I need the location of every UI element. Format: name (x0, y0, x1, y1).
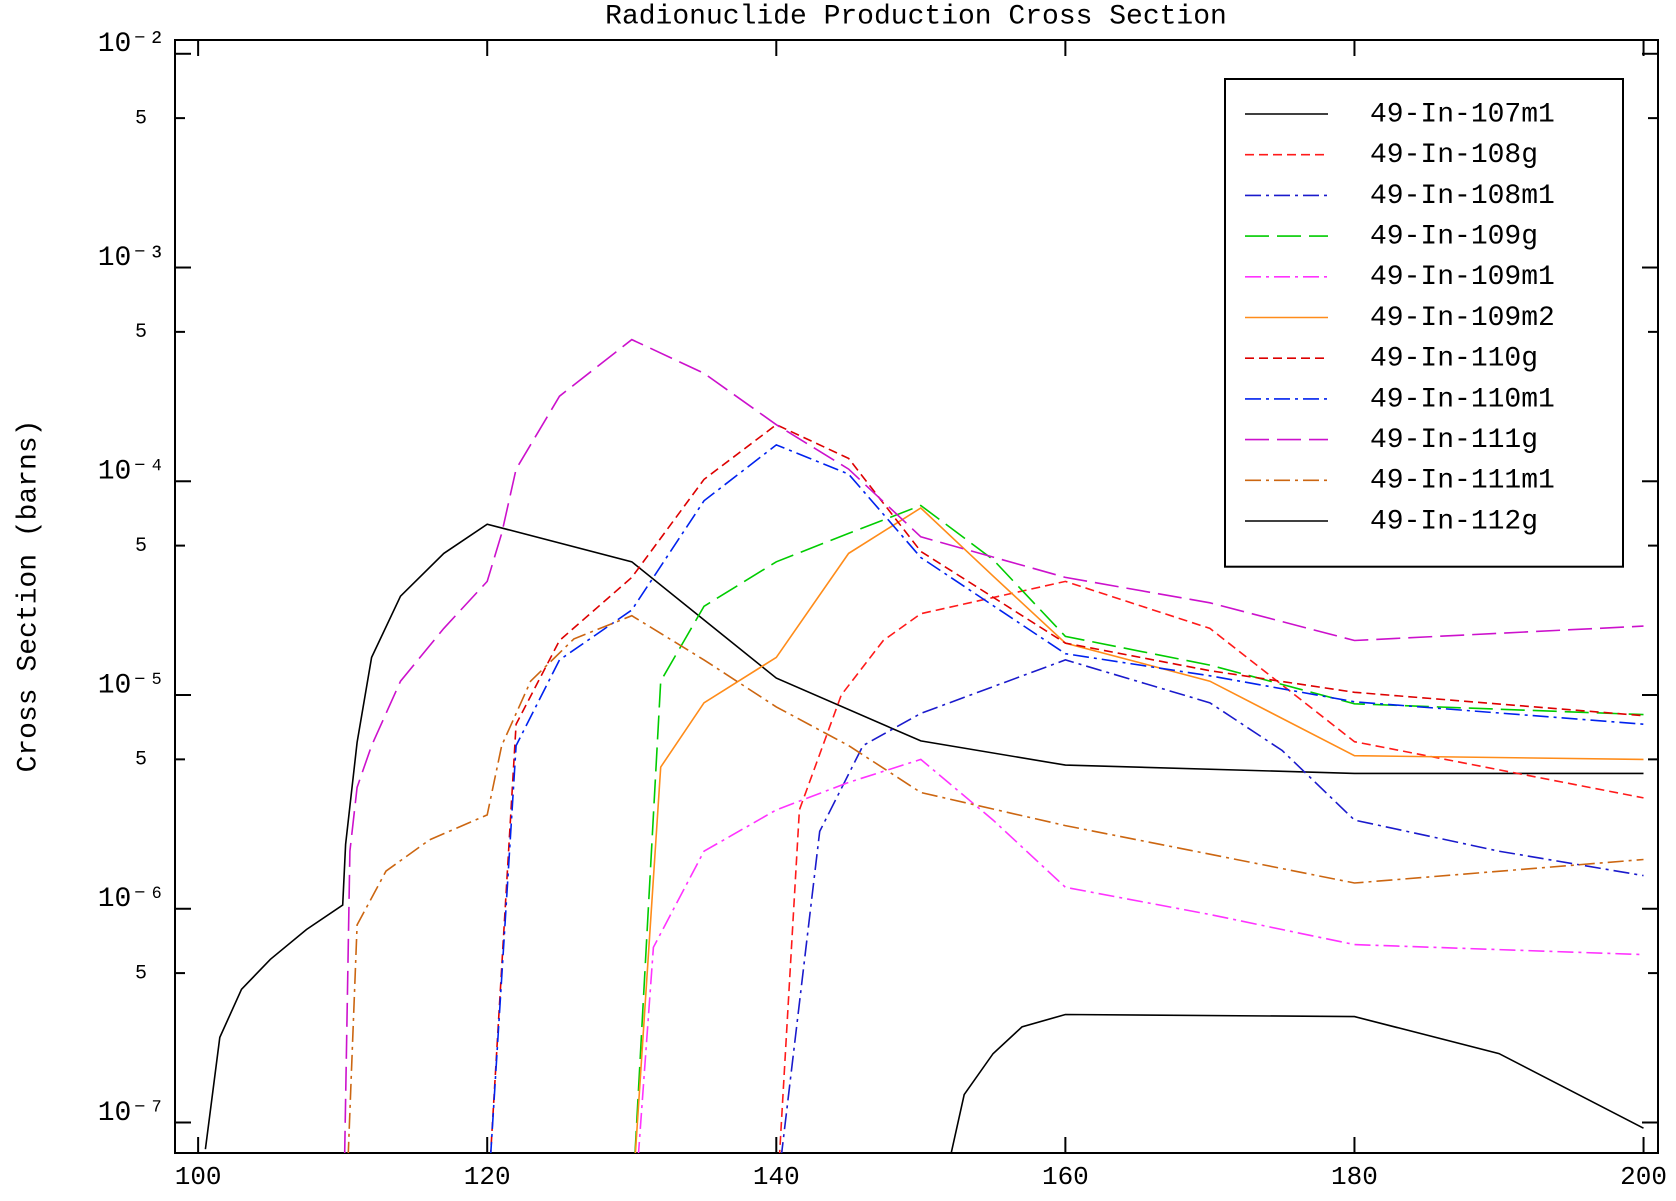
y-tick-label: 10⁻⁴ (98, 457, 165, 488)
y-axis-label: Cross Section (barns) (13, 420, 44, 773)
x-tick-label: 180 (1331, 1162, 1378, 1192)
y-tick-label: 5 (135, 321, 147, 344)
legend-label: 49-In-108g (1370, 140, 1538, 171)
legend-label: 49-In-109m1 (1370, 262, 1555, 293)
series-line (950, 1013, 1644, 1153)
series-line (347, 614, 1644, 1153)
legend-label: 49-In-108m1 (1370, 181, 1555, 212)
y-tick-label: 10⁻⁵ (98, 670, 165, 701)
series-line (778, 580, 1644, 1153)
x-tick-label: 160 (1042, 1162, 1089, 1192)
series-line (780, 659, 1644, 1153)
y-tick-label: 5 (135, 962, 147, 985)
y-tick-label: 5 (135, 535, 147, 558)
x-tick-label: 140 (753, 1162, 800, 1192)
series-line (489, 423, 1644, 1153)
x-tick-label: 200 (1620, 1162, 1667, 1192)
y-tick-label: 5 (135, 749, 147, 772)
legend-label: 49-In-107m1 (1370, 99, 1555, 130)
y-tick-label: 10⁻⁷ (98, 1098, 165, 1129)
chart-title: Radionuclide Production Cross Section (605, 1, 1227, 32)
series-line (637, 758, 1644, 1153)
y-tick-label: 5 (135, 107, 147, 130)
legend-label: 49-In-110m1 (1370, 384, 1555, 415)
legend-label: 49-In-112g (1370, 506, 1538, 537)
legend-box (1224, 78, 1624, 568)
x-tick-label: 120 (464, 1162, 511, 1192)
y-tick-label: 10⁻³ (98, 243, 165, 274)
series-line (343, 338, 1644, 1153)
series-line (634, 506, 1644, 1153)
series-line (634, 504, 1644, 1153)
plot-lines (204, 338, 1644, 1153)
plot-frame (174, 39, 1659, 1154)
x-tick-label: 100 (175, 1162, 222, 1192)
series-line (489, 443, 1644, 1153)
legend-label: 49-In-111g (1370, 425, 1538, 456)
legend-label: 49-In-111m1 (1370, 466, 1555, 497)
legend-label: 49-In-109m2 (1370, 303, 1555, 334)
series-line (204, 523, 1644, 1150)
legend-label: 49-In-109g (1370, 221, 1538, 252)
legend-label: 49-In-110g (1370, 344, 1538, 375)
y-tick-label: 10⁻² (98, 29, 165, 60)
y-tick-label: 10⁻⁶ (98, 884, 165, 915)
